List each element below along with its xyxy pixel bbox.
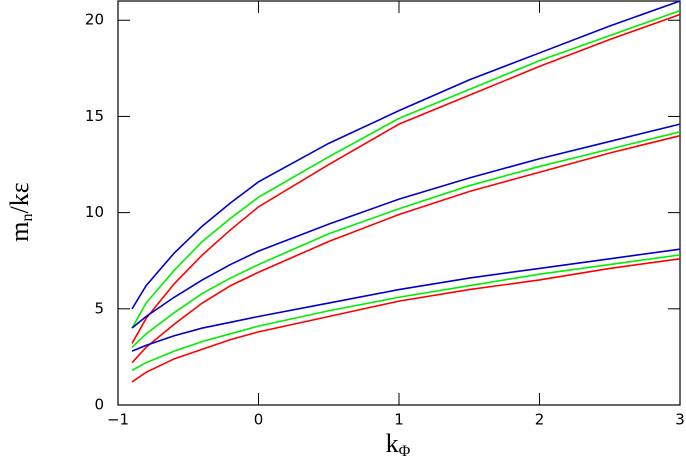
x-tick-label: 1	[394, 411, 404, 429]
x-label-sub: Φ	[399, 443, 411, 460]
x-tick-label: −1	[107, 411, 129, 429]
x-tick-label: 3	[675, 411, 685, 429]
y-tick-label: 0	[94, 396, 104, 414]
y-axis-label: mn/kε	[5, 182, 36, 241]
series-line	[131, 13, 681, 344]
x-axis-label: kΦ	[386, 429, 411, 460]
x-label-main: k	[386, 429, 399, 458]
y-tick-label: 20	[85, 11, 104, 29]
y-label-sub: n	[19, 213, 36, 221]
series-line	[131, 0, 681, 310]
series-line	[131, 257, 681, 383]
series-line	[131, 131, 681, 348]
x-tick-label: 2	[535, 411, 545, 429]
series-line	[131, 9, 681, 329]
plot-frame	[117, 0, 681, 406]
x-tick-label: 0	[254, 411, 264, 429]
series-line	[131, 248, 681, 352]
series-line	[131, 254, 681, 372]
y-label-rest: /kε	[5, 182, 34, 213]
y-label-main: m	[5, 221, 34, 241]
y-tick-label: 15	[85, 107, 104, 125]
y-tick-label: 10	[85, 203, 104, 221]
y-tick-label: 5	[94, 299, 104, 317]
series-line	[131, 123, 681, 329]
series-line	[131, 134, 681, 364]
